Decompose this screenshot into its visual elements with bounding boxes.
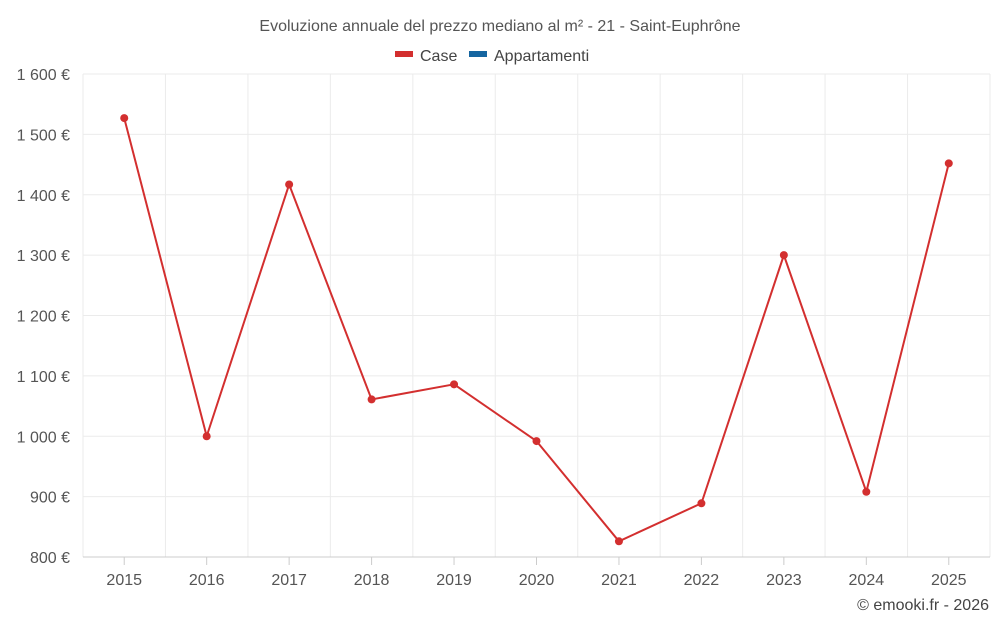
axes: 800 € 900 € 1 000 € 1 100 € 1 200 € 1 300 € 1 … [17, 67, 990, 589]
x-tick-label: 2022 [684, 572, 720, 589]
legend-item-case[interactable]: Case [395, 48, 457, 65]
data-point[interactable] [532, 437, 541, 446]
x-tick-label: 2020 [519, 572, 555, 589]
x-tick-label: 2016 [189, 572, 225, 589]
grid [82, 73, 991, 557]
data-point[interactable] [367, 395, 376, 404]
data-point[interactable] [779, 251, 788, 260]
legend-label-case: Case [420, 48, 457, 65]
y-tick-label: 1 500 € [17, 127, 70, 144]
data-point[interactable] [697, 499, 706, 508]
x-tick-label: 2019 [436, 572, 472, 589]
data-point[interactable] [944, 159, 953, 168]
y-tick-label: 1 200 € [17, 309, 70, 326]
y-tick-label: 1 100 € [17, 369, 70, 386]
x-tick-label: 2024 [849, 572, 885, 589]
data-point[interactable] [450, 380, 459, 389]
legend-swatch-appartamenti [469, 51, 487, 57]
data-point[interactable] [120, 114, 129, 123]
x-tick-label: 2025 [931, 572, 967, 589]
y-tick-label: 800 € [30, 550, 70, 567]
data-point[interactable] [202, 432, 211, 441]
y-tick-label: 1 600 € [17, 67, 70, 84]
legend: Case Appartamenti [395, 48, 589, 65]
legend-label-appartamenti: Appartamenti [494, 48, 589, 65]
data-point[interactable] [862, 487, 871, 496]
x-tick-label: 2021 [601, 572, 637, 589]
y-tick-label: 1 300 € [17, 248, 70, 265]
x-tick-label: 2017 [271, 572, 307, 589]
chart-title: Evoluzione annuale del prezzo mediano al… [259, 18, 740, 35]
x-tick-label: 2015 [106, 572, 142, 589]
credit-text: © emooki.fr - 2026 [857, 597, 989, 614]
x-tick-label: 2018 [354, 572, 390, 589]
legend-item-appartamenti[interactable]: Appartamenti [469, 48, 589, 65]
legend-swatch-case [395, 51, 413, 57]
series-case [120, 114, 953, 546]
x-tick-label: 2023 [766, 572, 802, 589]
y-tick-label: 1 000 € [17, 429, 70, 446]
data-point[interactable] [285, 180, 294, 189]
data-point[interactable] [614, 537, 623, 546]
y-tick-label: 900 € [30, 490, 70, 507]
y-tick-label: 1 400 € [17, 188, 70, 205]
